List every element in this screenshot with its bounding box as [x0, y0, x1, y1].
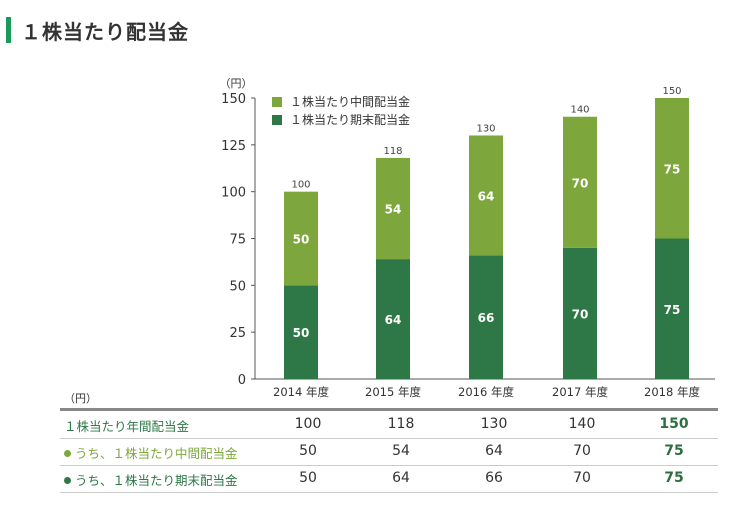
table-cell: 64: [485, 443, 503, 459]
bar-label-year-end: 64: [385, 313, 402, 327]
table-cell: 100: [294, 416, 322, 432]
table-cell: 50: [299, 443, 317, 459]
bar-label-interim: 64: [478, 189, 495, 203]
table-cell: 150: [659, 416, 689, 432]
legend-label: １株当たり期末配当金: [290, 112, 410, 127]
bullet-icon: [64, 477, 71, 484]
table-cell: 66: [485, 470, 503, 486]
bar-total-label: 118: [383, 146, 402, 157]
legend-label: １株当たり中間配当金: [290, 94, 410, 109]
x-tick-label: 2015 年度: [365, 385, 421, 399]
y-tick-label: 0: [238, 373, 246, 388]
bar-interim-dividend: [655, 98, 689, 239]
bar-total-label: 140: [570, 105, 589, 116]
bar-year-end-dividend: [469, 255, 503, 379]
table-cell: 140: [568, 416, 596, 432]
bar-label-interim: 50: [293, 233, 310, 247]
table-row: １株当たり年間配当金 100 118 130 140 150: [60, 411, 718, 439]
bar-year-end-dividend: [563, 247, 597, 379]
bar-total-label: 150: [662, 86, 681, 97]
bar-interim-dividend: [563, 116, 597, 248]
table-cell: 50: [299, 470, 317, 486]
table-header-rule: [60, 408, 718, 411]
bar-year-end-dividend: [284, 285, 318, 379]
bar-year-end-dividend: [376, 259, 410, 379]
legend-swatch: [272, 97, 282, 107]
table-cell: 64: [392, 470, 410, 486]
bar-label-interim: 54: [385, 203, 402, 217]
bar-label-year-end: 70: [572, 307, 589, 321]
page-title: １株当たり配当金: [21, 19, 189, 44]
dividend-chart: （円） 0 25 50 75 100 125 150 50 50 100 2014 年度 64 54 118…: [220, 77, 715, 399]
table-cell: 75: [664, 443, 684, 459]
table-row-label: うち、１株当たり期末配当金: [64, 470, 238, 489]
bar-total-label: 130: [476, 123, 495, 134]
table-row-label: １株当たり年間配当金: [64, 416, 189, 435]
x-tick-label: 2018 年度: [644, 385, 700, 399]
table-row: うち、１株当たり中間配当金 50 54 64 70 75: [60, 438, 718, 466]
table-cell: 75: [664, 470, 684, 486]
x-tick-label: 2017 年度: [552, 385, 608, 399]
y-tick-label: 75: [229, 233, 246, 248]
bullet-icon: [64, 450, 71, 457]
title-accent-bar: [6, 17, 11, 43]
table-row-label-text: １株当たり年間配当金: [64, 419, 190, 434]
y-tick-label: 100: [221, 186, 246, 201]
x-tick-label: 2014 年度: [273, 385, 329, 399]
bar-label-interim: 70: [572, 176, 589, 190]
table-cell: 70: [573, 443, 591, 459]
y-tick-label: 25: [229, 326, 246, 341]
legend-swatch: [272, 115, 282, 125]
bar-label-year-end: 75: [664, 303, 681, 317]
bar-label-year-end: 66: [478, 311, 495, 325]
table-cell: 54: [392, 443, 410, 459]
table-row-label-text: うち、１株当たり中間配当金: [75, 446, 238, 461]
table-cell: 130: [480, 416, 508, 432]
table-row-label-text: うち、１株当たり期末配当金: [75, 473, 238, 488]
table-row: うち、１株当たり期末配当金 50 64 66 70 75: [60, 465, 718, 493]
bar-label-year-end: 50: [293, 326, 310, 340]
y-tick-label: 150: [221, 92, 246, 107]
bar-interim-dividend: [376, 157, 410, 260]
bar-total-label: 100: [291, 180, 310, 191]
bar-interim-dividend: [469, 135, 503, 256]
table-cell: 70: [573, 470, 591, 486]
bar-interim-dividend: [284, 191, 318, 286]
y-tick-label: 50: [229, 279, 246, 294]
page-title-block: １株当たり配当金: [6, 16, 189, 44]
bar-year-end-dividend: [655, 238, 689, 379]
table-cell: 118: [387, 416, 415, 432]
table-unit-label: （円）: [64, 392, 97, 405]
bar-label-interim: 75: [664, 162, 681, 176]
y-tick-label: 125: [221, 139, 246, 154]
y-axis-unit-label: （円）: [220, 77, 253, 90]
table-row-label: うち、１株当たり中間配当金: [64, 443, 238, 462]
x-tick-label: 2016 年度: [458, 385, 514, 399]
